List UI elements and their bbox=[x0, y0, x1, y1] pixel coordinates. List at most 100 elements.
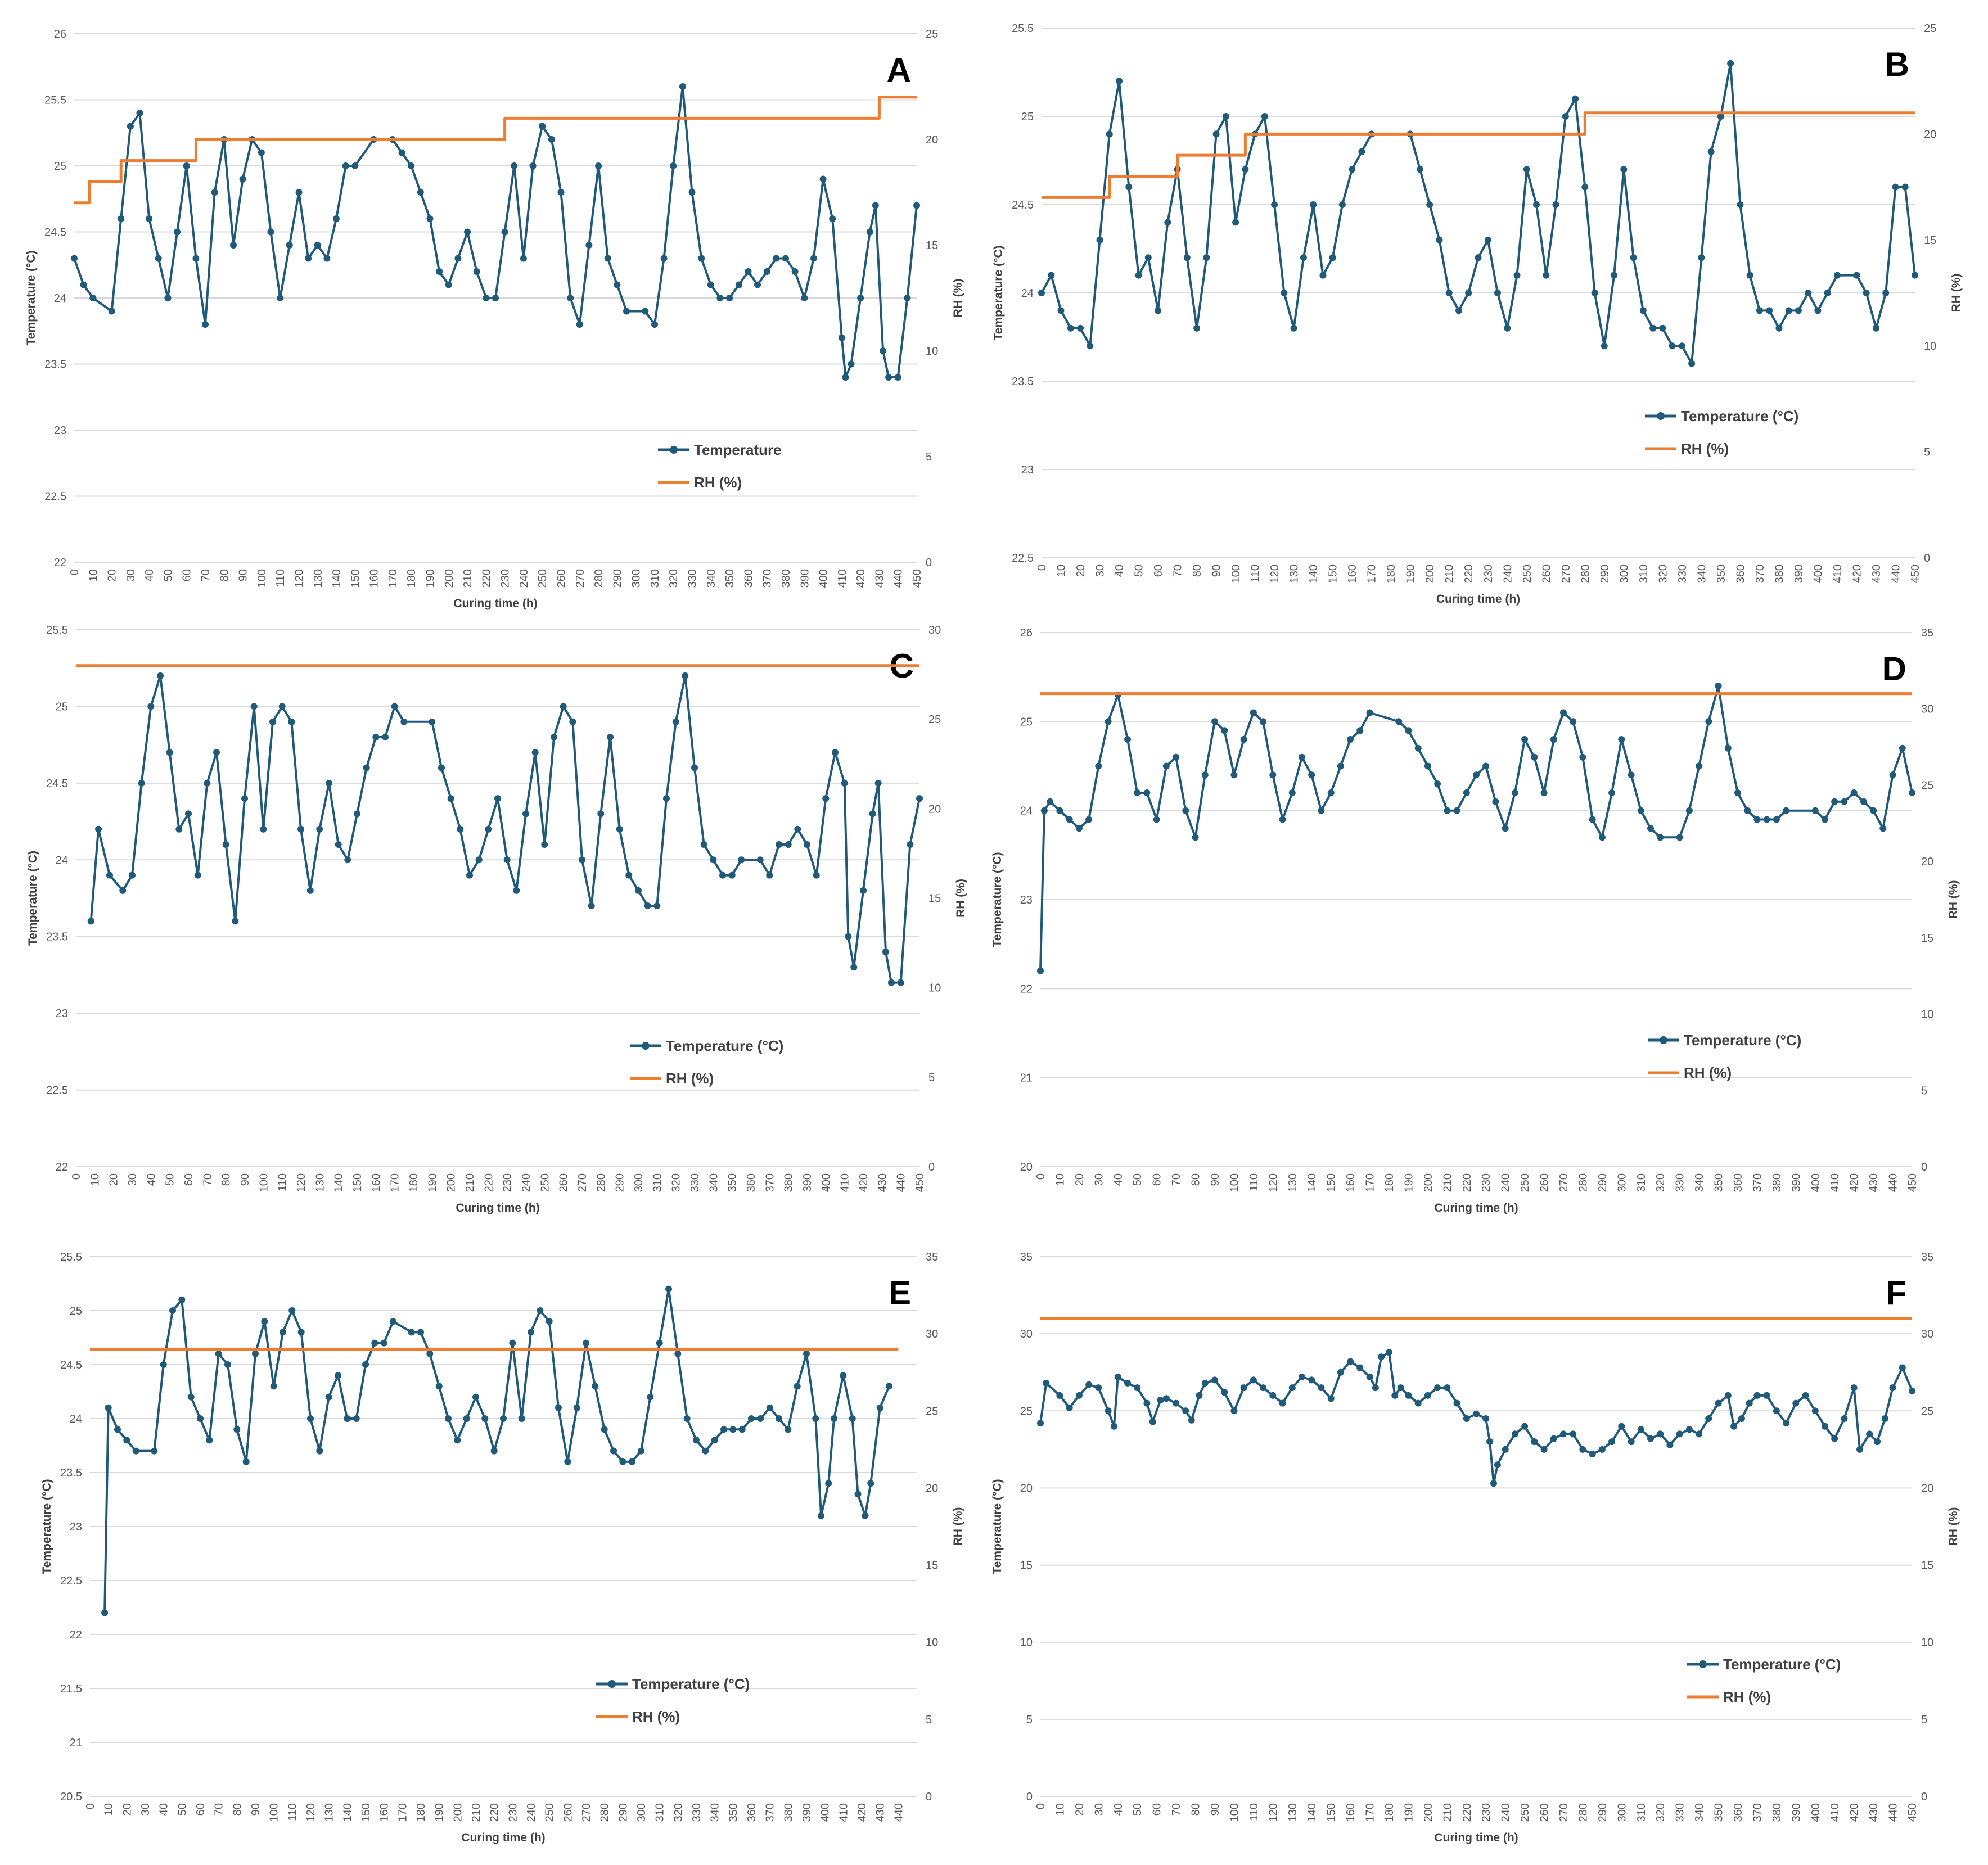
x-tick-label: 40 bbox=[1114, 565, 1126, 577]
temperature-point bbox=[1581, 183, 1589, 191]
temperature-point bbox=[169, 1307, 176, 1314]
temperature-point bbox=[854, 1491, 862, 1498]
temperature-point bbox=[518, 1415, 525, 1422]
y2-axis-title: RH (%) bbox=[1947, 1507, 1960, 1546]
temperature-point bbox=[1463, 789, 1470, 796]
temperature-point bbox=[1395, 718, 1403, 725]
temperature-point bbox=[625, 871, 633, 879]
x-tick-label: 40 bbox=[145, 1173, 157, 1186]
temperature-point bbox=[435, 1383, 443, 1390]
temperature-point bbox=[757, 1415, 764, 1422]
panel-letter: E bbox=[889, 1274, 911, 1312]
temperature-point bbox=[1405, 1392, 1412, 1399]
temperature-point bbox=[1391, 1392, 1399, 1399]
temperature-point bbox=[1077, 324, 1084, 332]
temperature-point bbox=[818, 1512, 825, 1519]
y-tick-label: 26 bbox=[1020, 627, 1033, 639]
y-tick-label: 24 bbox=[1021, 287, 1034, 300]
y2-tick-label: 5 bbox=[926, 451, 932, 463]
y-tick-label: 20 bbox=[1020, 1161, 1033, 1173]
x-tick-label: 90 bbox=[1211, 565, 1223, 577]
chart-panel-e: 20.5 21 21.5 22 22.5 23 23.5 24 24.5 25 25.5 0 5 10 15… bbox=[11, 1237, 967, 1861]
temperature-point bbox=[197, 1415, 204, 1422]
temperature-point bbox=[711, 1437, 718, 1444]
x-tick-label: 40 bbox=[158, 1803, 170, 1816]
legend-rh-label: RH (%) bbox=[1681, 440, 1729, 457]
temperature-point bbox=[1678, 342, 1685, 350]
temperature-point bbox=[325, 1393, 332, 1401]
temperature-point bbox=[1870, 807, 1877, 814]
temperature-point bbox=[1831, 1435, 1838, 1442]
temperature-point bbox=[1502, 825, 1509, 832]
temperature-point bbox=[1134, 1384, 1141, 1392]
temperature-point bbox=[872, 202, 879, 209]
y2-axis-title: RH (%) bbox=[954, 879, 967, 918]
x-tick-label: 260 bbox=[556, 569, 568, 588]
x-tick-label: 120 bbox=[293, 569, 305, 588]
x-tick-label: 380 bbox=[780, 569, 792, 588]
legend-rh-label: RH (%) bbox=[632, 1708, 680, 1725]
x-axis-title: Curing time (h) bbox=[461, 1831, 545, 1844]
temperature-point bbox=[166, 749, 173, 756]
temperature-point bbox=[1647, 825, 1654, 832]
temperature-point bbox=[426, 1350, 434, 1357]
temperature-point bbox=[1192, 834, 1199, 841]
temperature-point bbox=[342, 162, 349, 169]
x-tick-label: 230 bbox=[1480, 1173, 1493, 1192]
temperature-point bbox=[89, 295, 97, 301]
y-tick-label: 25 bbox=[70, 1305, 82, 1317]
y2-tick-label: 20 bbox=[926, 1482, 938, 1494]
temperature-point bbox=[1618, 1423, 1625, 1430]
temperature-point bbox=[316, 1447, 323, 1455]
temperature-point bbox=[576, 321, 583, 328]
temperature-point bbox=[1892, 183, 1899, 191]
x-tick-label: 370 bbox=[764, 1803, 777, 1822]
y2-axis-title: RH (%) bbox=[952, 1507, 964, 1546]
y-tick-label: 23.5 bbox=[60, 1467, 82, 1479]
x-tick-label: 340 bbox=[709, 1803, 722, 1822]
temperature-point bbox=[136, 110, 143, 116]
y2-tick-label: 30 bbox=[928, 624, 941, 636]
temperature-point bbox=[1281, 290, 1288, 296]
temperature-point bbox=[1831, 798, 1838, 805]
temperature-point bbox=[670, 162, 677, 169]
x-tick-label: 290 bbox=[1597, 1173, 1609, 1192]
temperature-point bbox=[748, 1415, 755, 1422]
y-tick-label: 15 bbox=[1020, 1560, 1033, 1572]
temperature-point bbox=[114, 1426, 121, 1433]
temperature-point bbox=[1221, 727, 1228, 734]
temperature-point bbox=[555, 1404, 562, 1411]
temperature-point bbox=[1698, 254, 1705, 261]
temperature-point bbox=[232, 918, 239, 925]
y-axis-title: Temperature (°C) bbox=[40, 1479, 53, 1574]
y-tick-label: 23 bbox=[1020, 894, 1033, 906]
x-tick-label: 210 bbox=[462, 569, 474, 588]
temperature-point bbox=[1511, 1430, 1518, 1438]
legend-temperature-marker bbox=[642, 1042, 650, 1050]
temperature-point bbox=[663, 795, 670, 802]
x-tick-label: 330 bbox=[691, 1803, 703, 1822]
temperature-point bbox=[850, 964, 858, 971]
x-tick-label: 320 bbox=[668, 569, 680, 588]
x-tick-label: 370 bbox=[1751, 1173, 1764, 1192]
x-tick-label: 160 bbox=[378, 1803, 391, 1822]
temperature-point bbox=[1744, 807, 1751, 814]
temperature-point bbox=[408, 1329, 415, 1336]
temperature-point bbox=[1085, 816, 1093, 823]
temperature-point bbox=[1066, 816, 1073, 823]
temperature-point bbox=[1162, 1395, 1170, 1402]
temperature-point bbox=[738, 1426, 746, 1433]
temperature-point bbox=[1230, 771, 1238, 779]
temperature-point bbox=[1814, 307, 1822, 314]
temperature-point bbox=[766, 1404, 773, 1411]
temperature-point bbox=[1628, 771, 1635, 779]
x-tick-label: 240 bbox=[1500, 1803, 1512, 1822]
temperature-point bbox=[537, 1307, 544, 1314]
temperature-point bbox=[1696, 1430, 1703, 1438]
temperature-point bbox=[1866, 1430, 1873, 1438]
temperature-point bbox=[702, 1447, 709, 1455]
temperature-point bbox=[335, 1372, 341, 1379]
temperature-point bbox=[1162, 762, 1170, 770]
x-tick-label: 380 bbox=[1773, 565, 1786, 583]
temperature-point bbox=[1095, 1384, 1102, 1392]
